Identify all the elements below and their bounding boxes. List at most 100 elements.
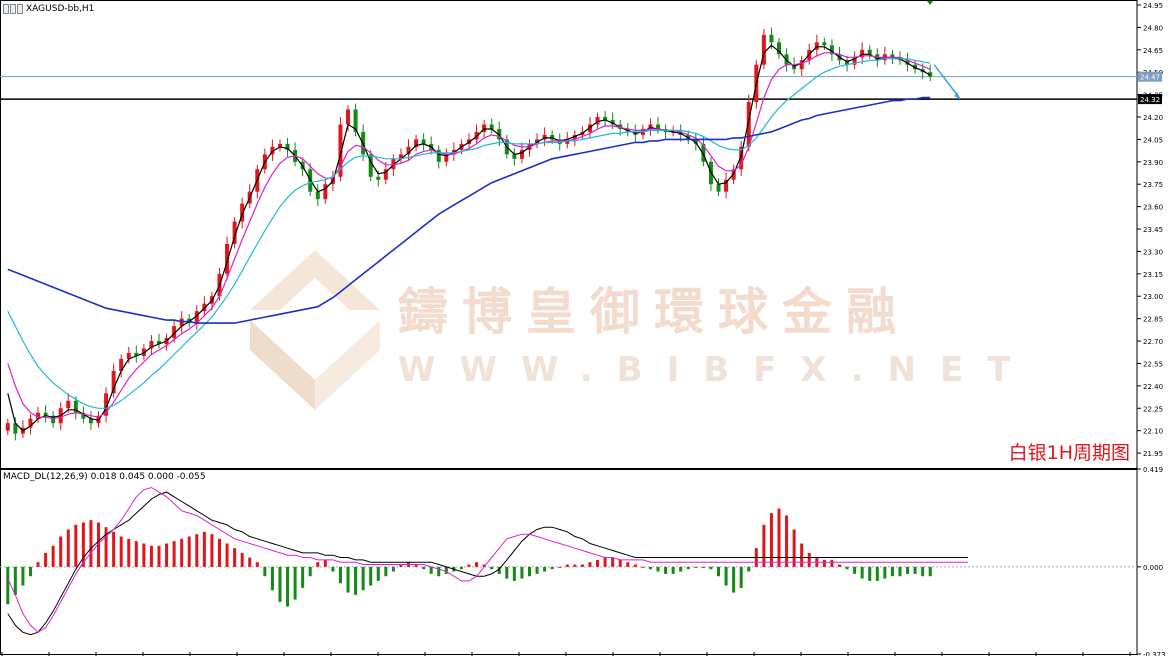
candle-body xyxy=(814,42,819,50)
price-axis-tick-label: 24.05 xyxy=(1143,136,1163,144)
price-axis-tick-label: 22.55 xyxy=(1143,360,1163,368)
macd-histogram-bar xyxy=(6,566,10,605)
macd-histogram-bar xyxy=(656,566,660,572)
candle-body xyxy=(66,400,71,409)
candle-body xyxy=(88,418,93,424)
candle-body xyxy=(414,139,419,147)
candle-body xyxy=(648,124,653,129)
macd-histogram-bar xyxy=(391,566,395,572)
symbol-label: XAGUSD-bb,H1 xyxy=(26,4,95,14)
candle-body xyxy=(565,139,570,144)
candle-body xyxy=(149,341,154,349)
price-badge-label: 24.47 xyxy=(1140,74,1160,82)
price-axis-tick-label: 24.65 xyxy=(1143,47,1163,55)
price-badge xyxy=(1138,94,1162,105)
macd-histogram-bar xyxy=(853,566,857,574)
macd-histogram-bar xyxy=(830,559,834,567)
macd-histogram-bar xyxy=(89,520,93,567)
macd-histogram-bar xyxy=(210,534,214,567)
macd-histogram-bar xyxy=(626,562,630,567)
macd-histogram-bar xyxy=(573,564,577,567)
macd-histogram-bar xyxy=(233,548,237,567)
candle-body xyxy=(346,109,351,125)
candle-body xyxy=(724,179,729,192)
macd-histogram-bar xyxy=(13,566,17,595)
macd-histogram-bar xyxy=(732,566,736,593)
macd-histogram-bar xyxy=(860,566,864,579)
price-axis-tick-label: 23.15 xyxy=(1143,271,1163,279)
top-marker-icon xyxy=(927,1,933,5)
macd-histogram-bar xyxy=(717,566,721,577)
macd-histogram-bar xyxy=(240,552,244,567)
macd-histogram-bar xyxy=(701,566,705,568)
candle-body xyxy=(746,102,751,147)
macd-histogram-bar xyxy=(28,566,32,577)
candle-body xyxy=(225,243,230,274)
macd-histogram-bar xyxy=(709,566,713,570)
macd-histogram-bar xyxy=(97,522,101,567)
candle-body xyxy=(822,42,827,46)
macd-histogram-bar xyxy=(671,566,675,574)
candle-body xyxy=(489,124,494,129)
macd-histogram-bar xyxy=(527,566,531,577)
macd-histogram-bar xyxy=(898,566,902,577)
macd-histogram-bar xyxy=(520,566,524,579)
macd-histogram-bar xyxy=(618,559,622,567)
macd-histogram-bar xyxy=(558,566,562,568)
projection-arrow-icon xyxy=(933,64,961,100)
macd-histogram-bar xyxy=(36,562,40,567)
candle-body xyxy=(761,34,766,65)
macd-histogram-bar xyxy=(202,531,206,567)
macd-histogram-bar xyxy=(369,566,373,586)
candle-body xyxy=(240,203,245,222)
candle-body xyxy=(285,143,290,150)
macd-histogram-bar xyxy=(724,566,728,586)
candle-body xyxy=(913,64,918,70)
candle-body xyxy=(928,72,933,77)
macd-histogram-bar xyxy=(777,508,781,567)
macd-histogram-bar xyxy=(270,566,274,591)
macd-histogram-bar xyxy=(482,564,486,567)
macd-histogram-bar xyxy=(66,529,70,567)
macd-histogram-bar xyxy=(172,541,176,567)
macd-histogram-bar xyxy=(679,566,683,572)
macd-histogram-bar xyxy=(913,566,917,574)
macd-axis-tick-label: 0.419 xyxy=(1143,466,1163,474)
candle-body xyxy=(512,154,517,159)
macd-histogram-bar xyxy=(316,562,320,567)
macd-histogram-bar xyxy=(414,564,418,567)
macd-histogram-bar xyxy=(890,566,894,577)
macd-histogram-bar xyxy=(580,564,584,567)
macd-histogram-bar xyxy=(822,559,826,567)
price-axis-tick-label: 22.10 xyxy=(1143,428,1163,436)
candle-body xyxy=(383,169,388,180)
macd-histogram-bar xyxy=(195,534,199,567)
macd-histogram-bar xyxy=(361,566,365,591)
price-axis-tick-label: 23.60 xyxy=(1143,204,1163,212)
price-axis-tick-label: 22.40 xyxy=(1143,383,1163,391)
moving-average-line xyxy=(7,52,931,420)
macd-histogram-bar xyxy=(550,566,554,570)
macd-histogram-bar xyxy=(422,566,426,570)
candle-body xyxy=(157,341,161,345)
macd-histogram-bar xyxy=(225,543,229,567)
candle-body xyxy=(172,326,177,339)
macd-histogram-bar xyxy=(800,543,804,567)
candle-body xyxy=(119,358,124,371)
macd-histogram-bar xyxy=(845,566,849,570)
candle-body xyxy=(739,146,744,170)
macd-histogram-bar xyxy=(467,564,471,567)
price-axis-tick-label: 22.85 xyxy=(1143,316,1163,324)
macd-histogram-bar xyxy=(792,529,796,567)
candle-body xyxy=(5,423,10,431)
candle-body xyxy=(519,149,524,159)
macd-histogram-bar xyxy=(187,536,191,567)
macd-histogram-bar xyxy=(497,566,501,574)
macd-histogram-bar xyxy=(928,566,932,577)
macd-histogram-bar xyxy=(112,531,116,567)
candle-body xyxy=(111,370,116,394)
macd-histogram-bar xyxy=(875,566,879,581)
macd-histogram-bar xyxy=(512,566,516,581)
